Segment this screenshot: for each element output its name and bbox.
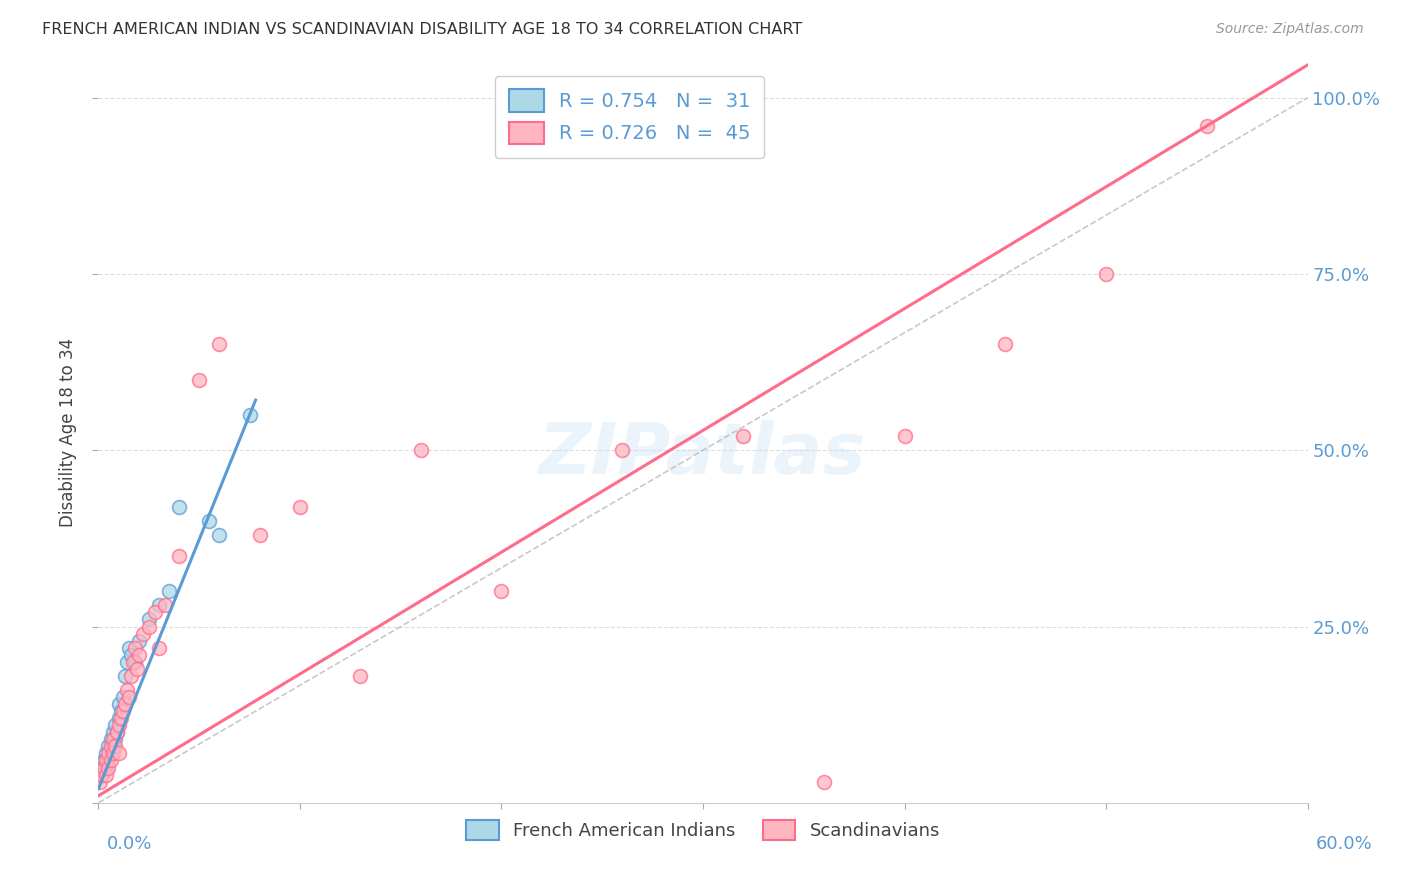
Point [97,754,120,768]
Point [128,633,150,648]
Point [208,337,231,351]
Point [107,711,129,725]
Point [97,760,120,774]
Point [105,725,128,739]
Legend: French American Indians, Scandinavians: French American Indians, Scandinavians [454,807,952,853]
Point [118,640,141,655]
Point [114,669,136,683]
Text: FRENCH AMERICAN INDIAN VS SCANDINAVIAN DISABILITY AGE 18 TO 34 CORRELATION CHART: FRENCH AMERICAN INDIAN VS SCANDINAVIAN D… [42,22,803,37]
Point [120,648,142,662]
Point [124,640,146,655]
Point [110,711,132,725]
Point [114,697,136,711]
Point [96,760,118,774]
Point [103,718,125,732]
Point [107,747,129,761]
Point [115,655,138,669]
Point [491,584,513,599]
Point [97,747,120,761]
Point [249,528,271,542]
Point [107,718,129,732]
Point [138,619,160,633]
Point [813,774,835,789]
Point [103,739,125,754]
Point [157,584,180,599]
Point [148,640,170,655]
Point [128,648,150,662]
Point [1095,267,1118,281]
Point [96,747,118,761]
Point [167,549,190,563]
Point [101,732,124,747]
Y-axis label: Disability Age 18 to 34: Disability Age 18 to 34 [59,338,77,527]
Point [733,429,755,443]
Point [110,704,132,718]
Point [148,599,170,613]
Point [239,408,262,422]
Point [100,754,122,768]
Point [105,725,128,739]
Point [188,373,211,387]
Point [89,767,111,781]
Point [208,528,231,542]
Point [118,690,141,704]
Point [100,747,122,761]
Text: ZIPatlas: ZIPatlas [540,420,866,490]
Point [96,754,118,768]
Point [349,669,371,683]
Point [97,739,120,754]
Point [100,732,122,747]
Text: 60.0%: 60.0% [1316,835,1372,853]
Point [101,739,124,754]
Point [132,626,155,640]
Point [107,697,129,711]
Point [612,443,634,458]
Point [893,429,915,443]
Text: Source: ZipAtlas.com: Source: ZipAtlas.com [1216,22,1364,37]
Point [124,655,146,669]
Point [120,669,142,683]
Point [89,774,111,789]
Point [153,599,176,613]
Point [91,760,114,774]
Point [93,760,115,774]
Point [138,612,160,626]
Text: 0.0%: 0.0% [107,835,152,853]
Point [409,443,432,458]
Point [288,500,311,514]
Point [121,655,143,669]
Point [994,337,1017,351]
Point [103,732,125,747]
Point [91,767,114,781]
Point [167,500,190,514]
Point [111,690,134,704]
Point [125,662,148,676]
Point [96,767,118,781]
Point [143,606,166,620]
Point [198,514,221,528]
Point [93,754,115,768]
Point [101,747,124,761]
Point [115,683,138,698]
Point [101,725,124,739]
Point [100,739,122,754]
Point [111,704,134,718]
Point [1195,119,1218,133]
